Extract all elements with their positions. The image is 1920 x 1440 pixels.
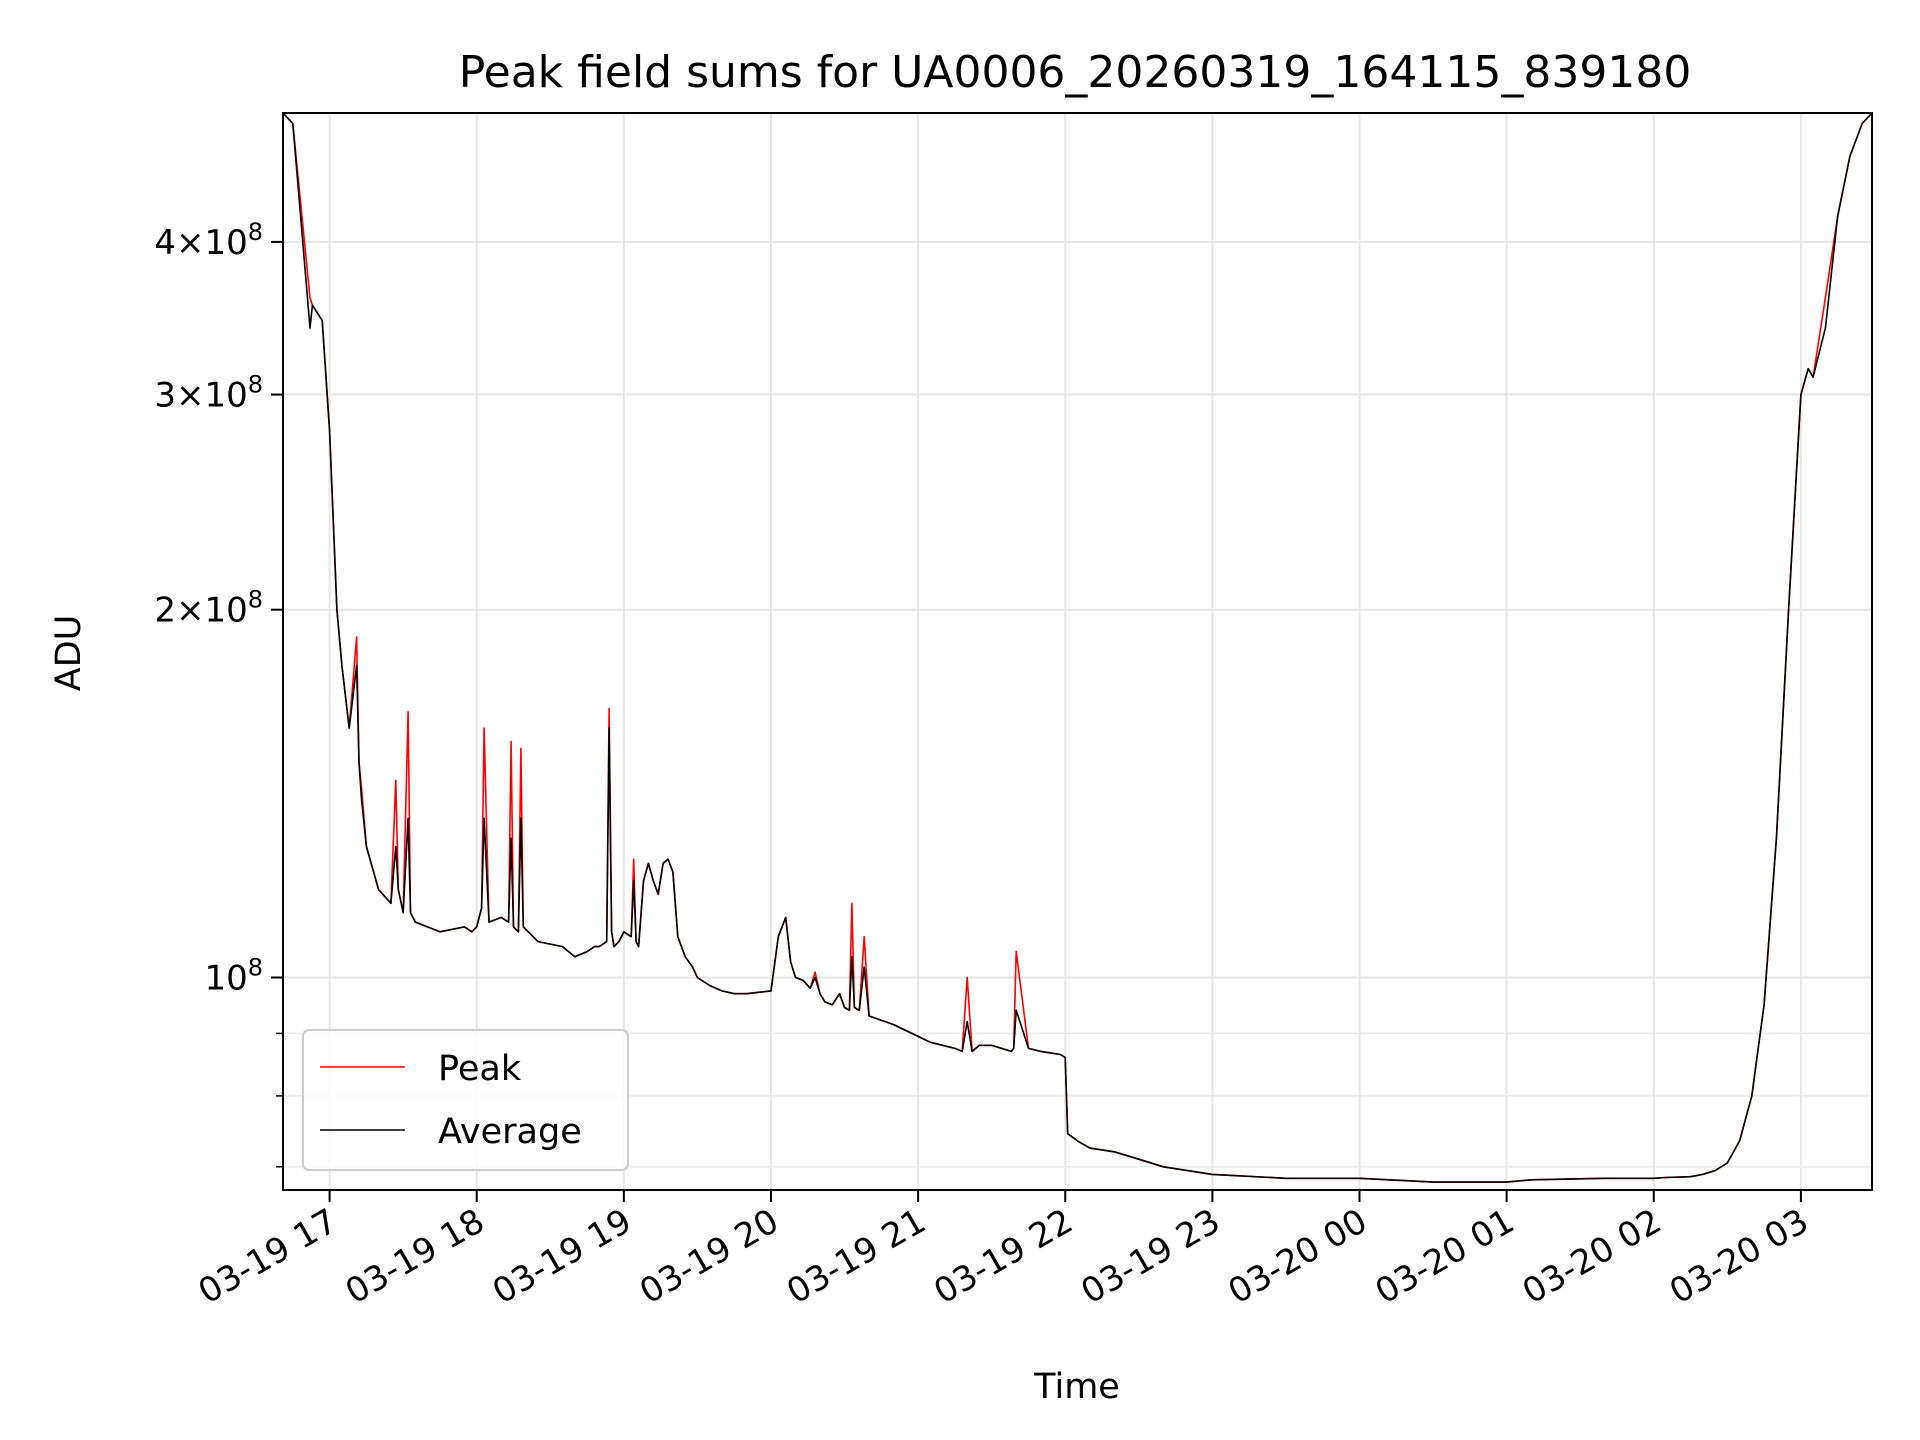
series-layer (282, 112, 1873, 1183)
legend-label-peak: Peak (438, 1049, 522, 1089)
legend-box (302, 1029, 629, 1171)
y-tick-label: 3×108 (154, 371, 263, 416)
plot-frame (282, 112, 1873, 1191)
y-tick-label: 2×108 (154, 586, 263, 631)
grid (283, 113, 1872, 1190)
y-axis-label: ADU (49, 615, 89, 692)
x-axis-label: Time (1033, 1367, 1120, 1407)
legend: Peak Average (302, 1029, 629, 1171)
y-axis-ticks: 108 2×108 3×108 4×108 (154, 218, 283, 1168)
series-line-average (282, 112, 1873, 1183)
legend-label-average: Average (438, 1112, 582, 1152)
y-tick-label: 108 (204, 954, 263, 999)
y-tick-label: 4×108 (154, 218, 263, 263)
chart-title: Peak field sums for UA0006_20260319_1641… (459, 47, 1692, 98)
